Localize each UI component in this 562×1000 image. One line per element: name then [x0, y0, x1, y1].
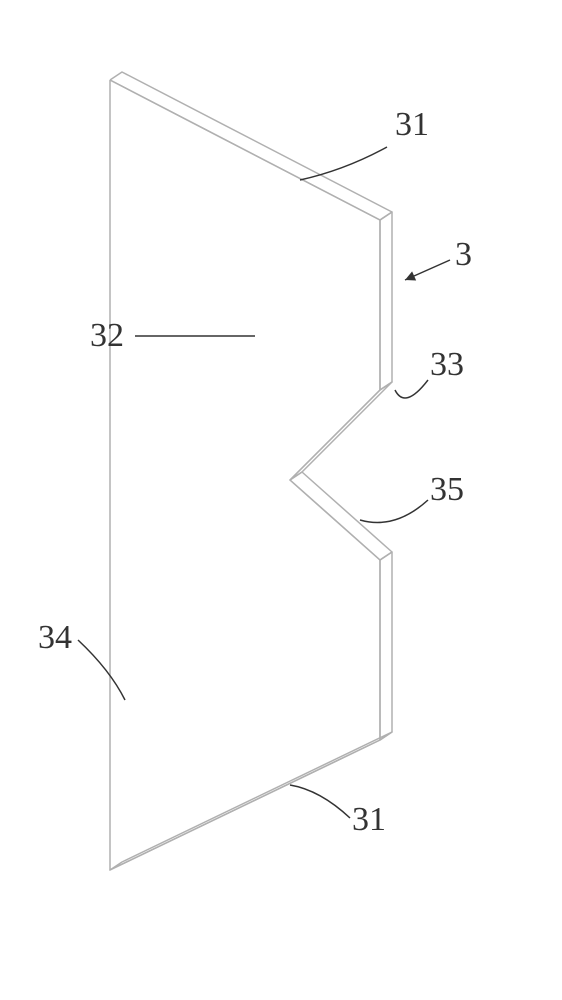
callout-label-31-bottom: 31: [352, 801, 386, 838]
leader-line: [300, 147, 387, 180]
callout-label-32: 32: [90, 317, 124, 354]
leader-line: [290, 785, 350, 818]
extruded-plate: [110, 72, 392, 870]
leader-line: [360, 500, 428, 523]
leader-line: [395, 380, 428, 398]
callout-label-34: 34: [38, 619, 72, 656]
technical-diagram: 31 3 32 33 35 34 31: [0, 0, 562, 1000]
callout-labels: 31 3 32 33 35 34 31: [38, 106, 472, 838]
callout-label-33: 33: [430, 346, 464, 383]
callout-label-31-top: 31: [395, 106, 429, 143]
leader-line: [78, 640, 125, 700]
callout-label-3: 3: [455, 236, 472, 273]
callout-label-35: 35: [430, 471, 464, 508]
